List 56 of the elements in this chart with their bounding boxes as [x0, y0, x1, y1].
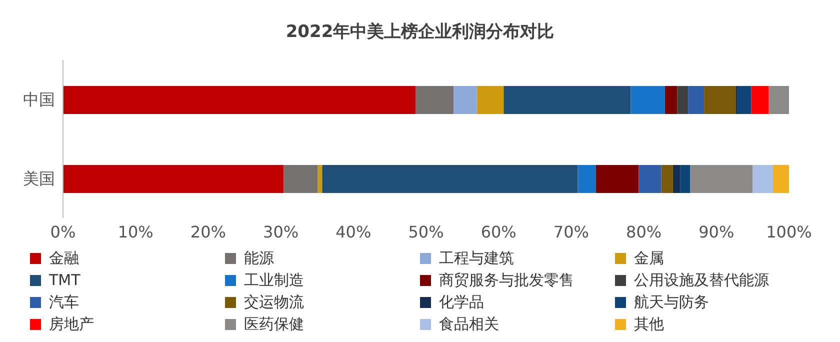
- bar: [680, 165, 690, 193]
- chart-title: 2022年中美上榜企业利润分布对比: [284, 21, 556, 44]
- bar: [690, 165, 753, 193]
- bar: [688, 86, 704, 114]
- x-tick-label: 60%: [480, 222, 516, 242]
- bar: [476, 86, 504, 114]
- legend-label: 其他: [634, 314, 664, 334]
- bar: [768, 86, 789, 114]
- x-tick-label: 30%: [263, 222, 299, 242]
- legend-label: 交运物流: [244, 292, 304, 312]
- bar: [318, 165, 322, 193]
- legend-label: 房地产: [49, 314, 94, 334]
- bar: [578, 165, 596, 193]
- x-tick-label: 90%: [698, 222, 734, 242]
- bar: [284, 165, 318, 193]
- bar: [454, 86, 477, 114]
- legend-label: TMT: [49, 271, 80, 289]
- bar: [596, 165, 639, 193]
- bar: [416, 86, 454, 114]
- bar: [751, 86, 769, 114]
- bar: [661, 165, 673, 193]
- bar: [504, 86, 631, 114]
- bar: [63, 165, 284, 193]
- legend-label: 公用设施及替代能源: [634, 270, 769, 290]
- legend-label: 食品相关: [439, 314, 499, 334]
- bar: [630, 86, 665, 114]
- bar: [737, 86, 752, 114]
- y-tick-label: 美国: [23, 169, 55, 188]
- bar: [63, 86, 416, 114]
- legend-label: 汽车: [49, 292, 79, 312]
- bar: [752, 165, 774, 193]
- legend-label: 医药保健: [244, 314, 304, 334]
- legend-label: 能源: [244, 248, 274, 268]
- x-tick-label: 20%: [190, 222, 226, 242]
- legend-label: 化学品: [439, 292, 484, 312]
- legend-label: 商贸服务与批发零售: [439, 270, 574, 290]
- x-tick-label: 50%: [408, 222, 444, 242]
- bar: [672, 165, 680, 193]
- bar: [704, 86, 736, 114]
- x-tick-label: 80%: [626, 222, 662, 242]
- legend-label: 航天与防务: [634, 292, 709, 312]
- x-tick-label: 0%: [50, 222, 76, 242]
- legend-label: 金融: [49, 248, 79, 268]
- x-tick-label: 10%: [118, 222, 154, 242]
- bar: [677, 86, 688, 114]
- bar: [322, 165, 578, 193]
- bar: [664, 86, 678, 114]
- bar: [638, 165, 662, 193]
- legend-label: 工业制造: [244, 270, 304, 290]
- x-tick-label: 100%: [766, 222, 812, 242]
- x-tick-label: 70%: [553, 222, 589, 242]
- legend-label: 工程与建筑: [439, 248, 514, 268]
- legend-label: 金属: [634, 248, 664, 268]
- y-tick-label: 中国: [23, 90, 55, 110]
- bar: [773, 165, 789, 193]
- x-tick-label: 40%: [336, 222, 372, 242]
